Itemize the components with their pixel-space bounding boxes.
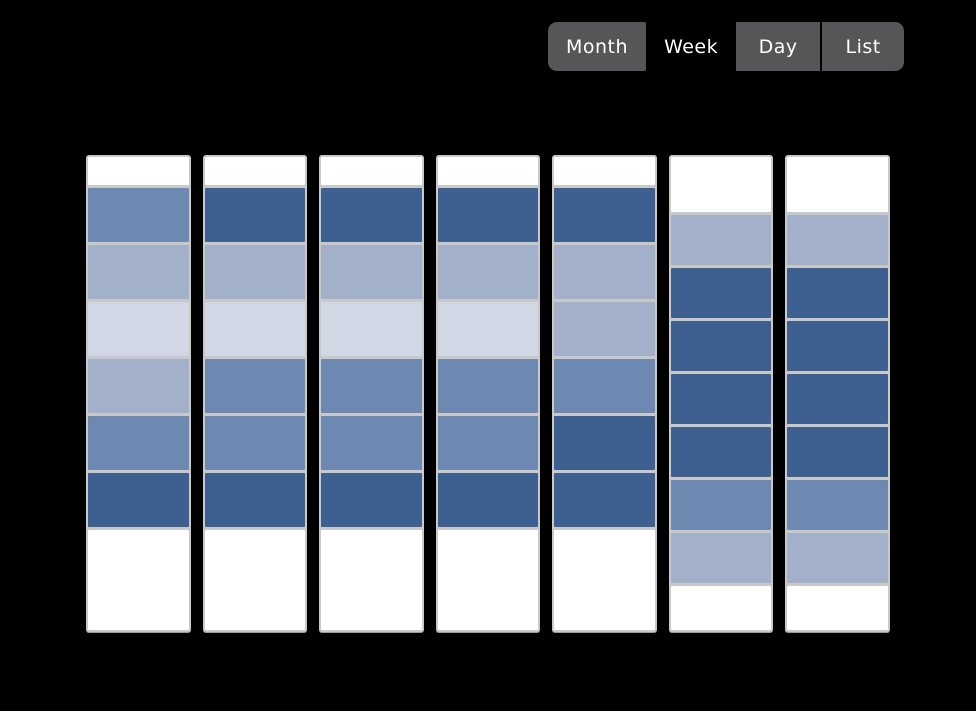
busy-block-light[interactable] xyxy=(787,215,889,265)
day-footer-cell xyxy=(554,530,655,630)
day-header-cell xyxy=(437,157,539,185)
day-footer-cell xyxy=(787,586,889,630)
busy-block-dark[interactable] xyxy=(670,374,772,424)
busy-block-dark[interactable] xyxy=(670,321,772,371)
busy-block-dark[interactable] xyxy=(787,321,889,371)
day-column-day-2 xyxy=(202,155,308,632)
busy-block-dark[interactable] xyxy=(204,188,306,242)
day-column-day-1 xyxy=(86,155,191,632)
busy-block-dark[interactable] xyxy=(321,473,422,527)
month-view-button[interactable]: Month xyxy=(548,22,647,71)
day-column-day-3 xyxy=(319,155,424,632)
busy-block-medium[interactable] xyxy=(787,480,889,530)
busy-block-dark[interactable] xyxy=(437,188,539,242)
day-column-day-6 xyxy=(668,155,774,632)
day-footer-cell xyxy=(204,530,306,630)
busy-block-faint[interactable] xyxy=(321,302,422,356)
busy-block-medium[interactable] xyxy=(437,359,539,413)
busy-block-medium[interactable] xyxy=(204,416,306,470)
busy-block-medium[interactable] xyxy=(204,359,306,413)
busy-block-medium[interactable] xyxy=(437,416,539,470)
day-footer-cell xyxy=(88,530,189,630)
day-column-day-5 xyxy=(552,155,657,632)
busy-block-faint[interactable] xyxy=(88,302,189,356)
busy-block-medium[interactable] xyxy=(88,188,189,242)
busy-block-medium[interactable] xyxy=(554,359,655,413)
view-switcher: Month Week Day List xyxy=(548,22,905,71)
busy-block-medium[interactable] xyxy=(88,416,189,470)
busy-block-dark[interactable] xyxy=(787,374,889,424)
day-header-cell xyxy=(787,157,889,212)
busy-block-faint[interactable] xyxy=(437,302,539,356)
busy-block-medium[interactable] xyxy=(321,416,422,470)
busy-block-light[interactable] xyxy=(670,215,772,265)
busy-block-dark[interactable] xyxy=(437,473,539,527)
busy-block-medium[interactable] xyxy=(670,480,772,530)
busy-block-dark[interactable] xyxy=(787,268,889,318)
busy-block-light[interactable] xyxy=(321,245,422,299)
busy-block-light[interactable] xyxy=(204,245,306,299)
day-column-day-7 xyxy=(785,155,891,632)
busy-block-light[interactable] xyxy=(88,245,189,299)
busy-block-light[interactable] xyxy=(554,245,655,299)
list-view-button[interactable]: List xyxy=(820,22,905,71)
busy-block-dark[interactable] xyxy=(204,473,306,527)
day-header-cell xyxy=(88,157,189,185)
busy-block-light[interactable] xyxy=(787,533,889,583)
busy-block-medium[interactable] xyxy=(321,359,422,413)
week-view-button[interactable]: Week xyxy=(646,22,736,71)
day-header-cell xyxy=(670,157,772,212)
busy-block-dark[interactable] xyxy=(321,188,422,242)
day-footer-cell xyxy=(437,530,539,630)
busy-block-dark[interactable] xyxy=(670,427,772,477)
busy-block-dark[interactable] xyxy=(787,427,889,477)
day-footer-cell xyxy=(321,530,422,630)
busy-block-light[interactable] xyxy=(88,359,189,413)
day-header-cell xyxy=(554,157,655,185)
busy-block-dark[interactable] xyxy=(554,416,655,470)
busy-block-dark[interactable] xyxy=(670,268,772,318)
busy-block-light[interactable] xyxy=(437,245,539,299)
busy-block-faint[interactable] xyxy=(204,302,306,356)
week-grid xyxy=(86,155,891,632)
busy-block-dark[interactable] xyxy=(88,473,189,527)
busy-block-dark[interactable] xyxy=(554,473,655,527)
day-column-day-4 xyxy=(435,155,541,632)
busy-block-light[interactable] xyxy=(554,302,655,356)
day-footer-cell xyxy=(670,586,772,630)
busy-block-dark[interactable] xyxy=(554,188,655,242)
day-header-cell xyxy=(204,157,306,185)
day-header-cell xyxy=(321,157,422,185)
busy-block-light[interactable] xyxy=(670,533,772,583)
day-view-button[interactable]: Day xyxy=(736,22,821,71)
